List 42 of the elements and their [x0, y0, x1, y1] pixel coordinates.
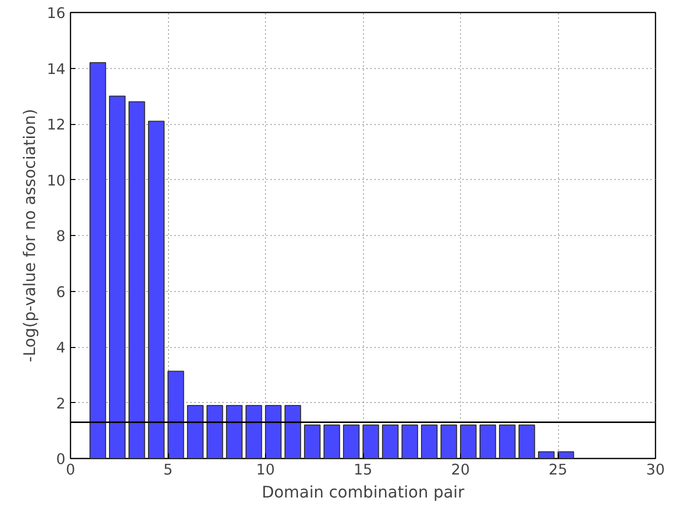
bar	[246, 405, 262, 458]
x-tick-label: 30	[646, 462, 665, 478]
bar	[324, 424, 340, 458]
y-axis-title: -Log(p-value for no association)	[20, 108, 39, 362]
bar	[460, 424, 477, 458]
y-tick-label: 16	[46, 5, 66, 22]
bar	[226, 405, 243, 458]
bar	[421, 424, 438, 458]
y-tick-label: 2	[56, 395, 66, 412]
bar	[128, 101, 146, 458]
bar	[480, 424, 496, 458]
bar	[148, 120, 165, 458]
bar	[558, 451, 574, 458]
bar	[343, 424, 360, 458]
bar	[499, 424, 516, 458]
x-tick-label: 20	[451, 462, 470, 478]
bar	[168, 370, 184, 458]
bar	[109, 96, 126, 458]
y-tick-label: 6	[56, 284, 66, 301]
bar	[90, 62, 106, 458]
y-tick-label: 12	[46, 116, 66, 134]
y-tick-label: 14	[46, 60, 66, 78]
x-tick-label: 5	[163, 462, 173, 478]
y-tick-label: 4	[56, 340, 66, 356]
bar	[538, 451, 555, 458]
bar	[402, 424, 418, 458]
bar	[362, 424, 380, 458]
bar	[518, 424, 536, 458]
y-tick-label: 10	[46, 172, 66, 190]
x-tick-label: 25	[548, 462, 568, 478]
bar	[382, 424, 399, 458]
bar	[206, 405, 224, 458]
bar	[284, 405, 302, 458]
bar	[304, 424, 321, 458]
y-tick-label: 0	[56, 451, 66, 468]
bar	[187, 405, 204, 458]
x-axis-title: Domain combination pair	[262, 482, 465, 502]
y-tick-label: 8	[56, 228, 66, 245]
x-tick-label: 10	[256, 462, 275, 478]
bar	[265, 405, 282, 458]
bar	[440, 424, 458, 458]
x-tick-label: 15	[354, 462, 372, 478]
